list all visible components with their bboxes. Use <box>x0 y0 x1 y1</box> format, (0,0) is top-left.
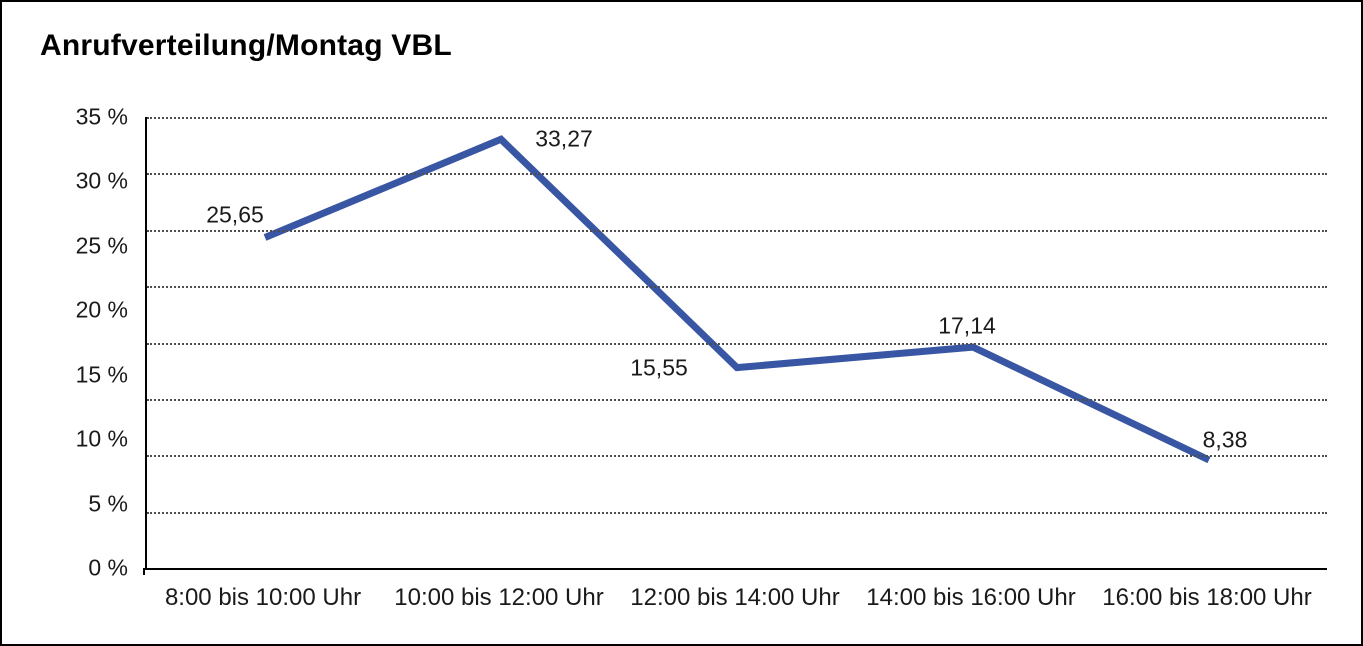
series-line <box>263 135 1211 464</box>
x-axis-category-label: 14:00 bis 16:00 Uhr <box>866 584 1076 611</box>
y-axis-tick-label: 30 % <box>75 167 128 194</box>
gridline <box>147 173 1327 176</box>
data-point-value-label: 33,27 <box>535 125 593 152</box>
x-axis-origin-tick <box>143 568 145 575</box>
series-line-svg <box>263 135 1211 464</box>
x-axis-category-label: 12:00 bis 14:00 Uhr <box>630 584 840 611</box>
data-point-value-label: 17,14 <box>938 312 996 339</box>
data-point-value-label: 8,38 <box>1202 426 1248 453</box>
y-axis-tick-label: 10 % <box>75 425 128 452</box>
x-axis: 8:00 bis 10:00 Uhr 10:00 bis 12:00 Uhr 12:… <box>145 581 1325 617</box>
gridline <box>147 286 1327 289</box>
chart-title: Anrufverteilung/Montag VBL <box>40 29 452 62</box>
y-axis-tick-label: 0 % <box>88 554 128 581</box>
gridline <box>147 342 1327 345</box>
y-axis-tick-label: 25 % <box>75 232 128 259</box>
gridline <box>147 455 1327 458</box>
x-axis-category-label: 16:00 bis 18:00 Uhr <box>1102 584 1312 611</box>
y-axis-tick-label: 5 % <box>88 490 128 517</box>
y-axis-tick-label: 15 % <box>75 361 128 388</box>
data-point-value-label: 15,55 <box>630 354 688 381</box>
gridline <box>147 229 1327 232</box>
data-point-value-label: 25,65 <box>206 201 264 228</box>
plot-area: 25,65 33,27 15,55 17,14 8,38 <box>145 117 1327 570</box>
y-axis-tick-label: 20 % <box>75 296 128 323</box>
x-axis-category-label: 8:00 bis 10:00 Uhr <box>164 584 362 611</box>
y-axis: 35 % 30 % 25 % 20 % 15 % 10 % 5 % 0 % <box>2 104 128 581</box>
gridline <box>147 398 1327 401</box>
gridline <box>147 117 1327 119</box>
y-axis-tick-label: 35 % <box>75 103 128 130</box>
gridline <box>147 511 1327 514</box>
x-axis-category-label: 10:00 bis 12:00 Uhr <box>394 584 604 611</box>
